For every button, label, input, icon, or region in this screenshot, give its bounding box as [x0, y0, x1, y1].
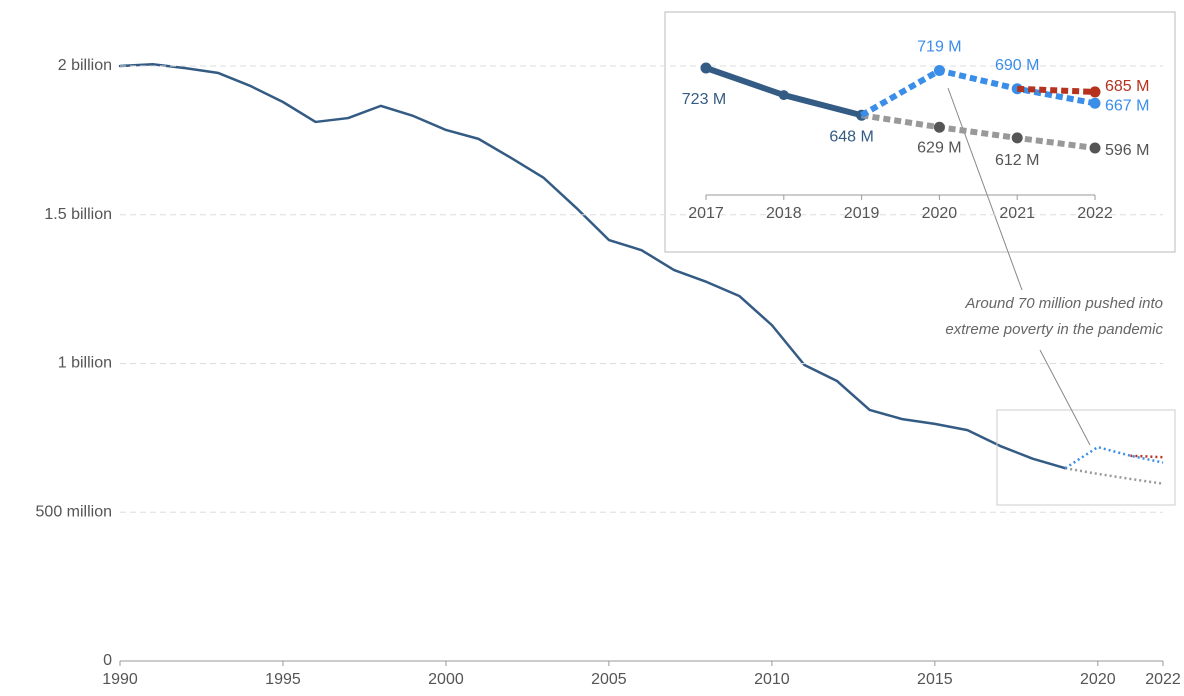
value-label: 685 M [1105, 78, 1149, 95]
value-label: 612 M [995, 152, 1039, 169]
point [700, 62, 712, 74]
y-tick-label: 500 million [36, 503, 112, 520]
series-line [860, 67, 1096, 118]
series-line [1065, 466, 1164, 485]
x-tick-label: 2021 [999, 205, 1035, 222]
point [778, 90, 789, 101]
x-tick-label: 2005 [591, 671, 627, 688]
point [933, 121, 945, 133]
annotation: extreme poverty in the pandemic [945, 321, 1163, 338]
annotation-arrow [947, 87, 1023, 291]
x-tick-label: 1995 [265, 671, 301, 688]
value-label: 723 M [682, 91, 726, 108]
value-label: 629 M [917, 139, 961, 156]
point [1089, 142, 1101, 154]
value-label: 690 M [995, 57, 1039, 74]
point [933, 65, 945, 77]
value-label: 648 M [829, 128, 873, 145]
value-label: 596 M [1105, 142, 1149, 159]
x-tick-label: 2022 [1077, 205, 1113, 222]
inset-frame [664, 11, 1176, 253]
point [1011, 132, 1023, 144]
zoom-box [996, 409, 1176, 506]
annotation: Around 70 million pushed into [964, 295, 1163, 312]
x-tick-label: 2022 [1145, 671, 1181, 688]
annotation-arrow [1039, 349, 1091, 446]
x-tick-label: 1990 [102, 671, 138, 688]
series-line [861, 112, 1096, 151]
x-tick-label: 2019 [844, 205, 880, 222]
y-tick-label: 1.5 billion [44, 206, 112, 223]
series-line [1130, 454, 1164, 459]
series-line [1017, 85, 1096, 95]
y-tick-label: 1 billion [58, 355, 112, 372]
x-tick-label: 2020 [922, 205, 958, 222]
series-line [118, 62, 1067, 470]
x-tick-label: 2000 [428, 671, 464, 688]
x-tick-label: 2017 [688, 205, 724, 222]
value-label: 667 M [1105, 97, 1149, 114]
x-tick-label: 2015 [917, 671, 953, 688]
x-tick-label: 2010 [754, 671, 790, 688]
point [1089, 86, 1101, 98]
point [1089, 97, 1101, 109]
x-tick-label: 2018 [766, 205, 802, 222]
x-tick-label: 2020 [1080, 671, 1116, 688]
value-label: 719 M [917, 39, 961, 56]
y-tick-label: 0 [103, 652, 112, 669]
series-line [1064, 445, 1164, 470]
y-tick-label: 2 billion [58, 57, 112, 74]
